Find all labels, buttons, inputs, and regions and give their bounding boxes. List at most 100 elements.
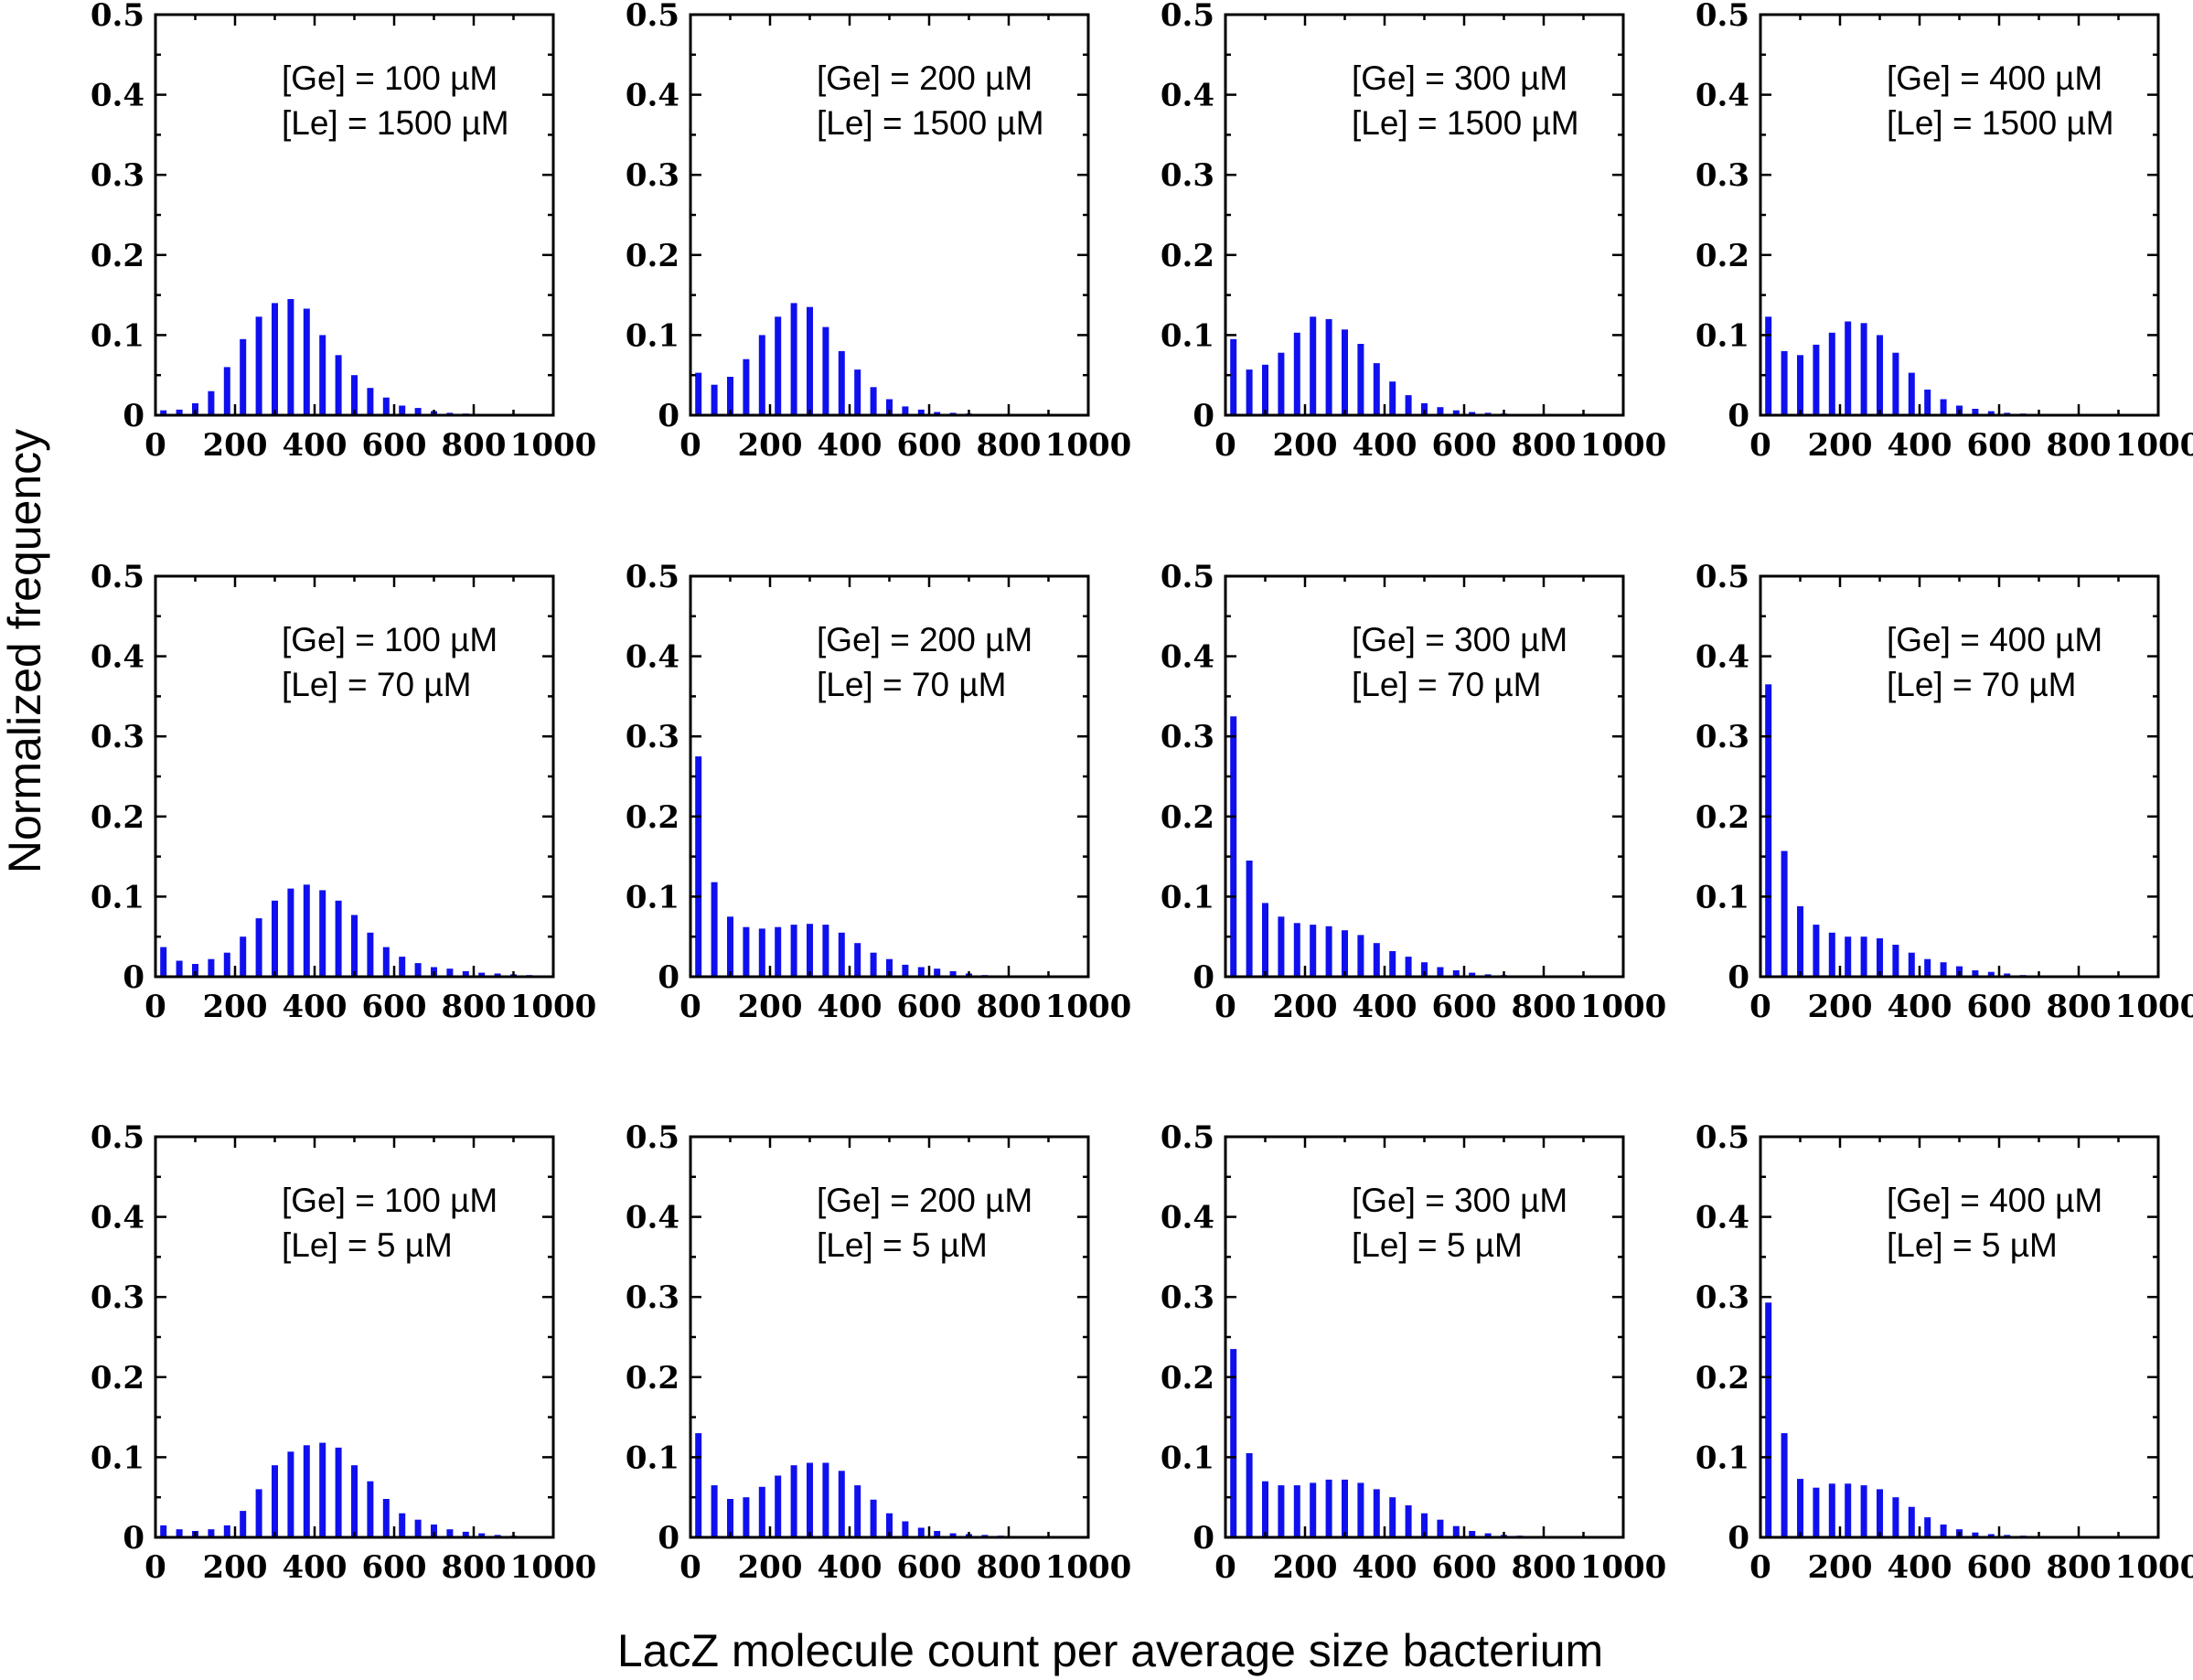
y-tick-label: 0.5: [626, 0, 679, 34]
y-tick-label: 0.1: [1161, 1439, 1214, 1476]
bar: [255, 1489, 262, 1537]
bar: [2004, 973, 2011, 977]
x-tick-label: 400: [283, 989, 348, 1025]
x-tick-label: 400: [1888, 427, 1952, 464]
bar: [1797, 1479, 1803, 1537]
bar: [431, 1525, 437, 1537]
y-tick-label: 0.1: [626, 879, 679, 915]
y-tick-label: 0: [1728, 1520, 1749, 1557]
y-tick-label: 0.2: [626, 238, 679, 274]
y-tick-label: 0.1: [1696, 879, 1749, 915]
panels: 00.10.20.30.40.50 200 400 600 800 1000[Ge] = …: [91, 0, 2193, 1586]
x-tick-label: 1000: [1045, 427, 1132, 464]
bar: [351, 375, 358, 415]
bar: [902, 1521, 909, 1537]
panel-r1c3: 0 0.1 0.2 0.3 0.4 0.5 0 200 400 600 800 1000 [Ge] = …: [1696, 559, 2193, 1025]
bar: [399, 957, 406, 977]
x-tick-label: 1000: [1045, 989, 1132, 1025]
x-tick-label: 600: [362, 989, 427, 1025]
x-tick-label: 400: [1353, 427, 1417, 464]
bar: [1469, 1531, 1476, 1537]
x-tick-label: 800: [977, 1549, 1042, 1586]
bar: [807, 924, 813, 977]
y-tick-label: 0.3: [1696, 719, 1749, 755]
bar: [1797, 905, 1803, 977]
bar: [790, 303, 797, 415]
bar: [1437, 1519, 1444, 1537]
x-tick-label: 600: [1432, 1549, 1497, 1586]
bar: [870, 387, 877, 415]
bar: [223, 1525, 230, 1537]
bar: [727, 916, 733, 977]
bar: [838, 932, 845, 977]
bar: [1797, 355, 1803, 415]
bar: [1860, 936, 1867, 977]
y-tick-label: 0.2: [91, 238, 144, 274]
y-tick-label: 0.5: [1696, 559, 1749, 595]
x-tick-label: 600: [1967, 1549, 2032, 1586]
bar: [1342, 329, 1348, 415]
bar: [1765, 316, 1772, 415]
bar: [255, 316, 262, 415]
bar: [1860, 323, 1867, 415]
y-tick-label: 0.5: [1696, 0, 1749, 34]
bar: [240, 1511, 247, 1537]
bar: [1325, 1479, 1332, 1537]
panel-r0c3: 0 0.1 0.2 0.3 0.4 0.5 0 200 400 600 800 1000 [Ge] = …: [1696, 0, 2193, 464]
y-tick-label: 0.5: [1161, 559, 1214, 595]
x-tick-label: 800: [2047, 427, 2112, 464]
bar: [807, 1462, 813, 1537]
panel-annotation: [Le] = 1500 µM: [282, 104, 509, 142]
panel-r2c2: 0 0.1 0.2 0.3 0.4 0.5 0 200 400 600 800 1000 [Ge] = …: [1161, 1119, 1666, 1586]
bar: [1813, 925, 1820, 977]
bar: [1987, 1534, 1995, 1537]
bar: [1262, 903, 1268, 977]
x-tick-label: 200: [738, 427, 803, 464]
bar: [870, 952, 877, 977]
bar: [790, 1465, 797, 1537]
bar: [414, 963, 422, 977]
bar: [727, 1499, 733, 1537]
x-tick-label: 200: [1273, 1549, 1338, 1586]
bar: [1469, 412, 1476, 415]
bar: [1940, 962, 1947, 977]
panel-annotation: [Ge] = 100 µM: [282, 59, 497, 97]
y-tick-label: 0.1: [91, 317, 144, 354]
x-tick-label: 1000: [1580, 1549, 1667, 1586]
bar: [743, 1497, 750, 1537]
x-tick-label: 1000: [1580, 427, 1667, 464]
bar: [743, 926, 750, 977]
bar: [711, 1485, 718, 1537]
x-tick-label: 600: [362, 1549, 427, 1586]
bar: [1437, 407, 1444, 415]
bar: [303, 1445, 310, 1537]
panel-r2c1: 0 0.1 0.2 0.3 0.4 0.5 0 200 400 600 800 1000 [Ge] = …: [626, 1119, 1131, 1586]
bar: [1781, 350, 1788, 415]
bar: [414, 1519, 422, 1537]
bar: [160, 410, 167, 415]
bar: [949, 1533, 957, 1537]
x-tick-label: 800: [2047, 1549, 2112, 1586]
panel-r2c0: 0 0.1 0.2 0.3 0.4 0.5 0 200 400 600 800 1000 [Ge] = …: [91, 1119, 596, 1586]
bar: [1278, 1485, 1285, 1537]
bar: [854, 369, 861, 415]
bar: [1813, 344, 1820, 415]
panel-r1c0: 0 0.1 0.2 0.3 0.4 0.5 0 200 400 600 800 1000 [Ge] = …: [91, 559, 596, 1025]
x-tick-label: 800: [442, 989, 507, 1025]
y-tick-label: 0: [658, 398, 679, 434]
bar: [1828, 932, 1835, 977]
bar: [1972, 409, 1979, 415]
x-tick-label: 400: [818, 1549, 883, 1586]
y-tick-label: 0.5: [626, 559, 679, 595]
x-tick-label: 800: [977, 989, 1042, 1025]
x-tick-label: 1000: [2115, 989, 2193, 1025]
x-tick-label: 1000: [1580, 989, 1667, 1025]
bar: [1278, 916, 1285, 977]
panel-annotation: [Ge] = 200 µM: [817, 59, 1032, 97]
x-tick-label: 1000: [2115, 427, 2193, 464]
x-tick-label: 0: [1749, 427, 1771, 464]
x-tick-label: 800: [2047, 989, 2112, 1025]
bar: [192, 402, 198, 415]
x-tick-label: 0: [679, 989, 701, 1025]
panel-annotation: [Le] = 5 µM: [1887, 1226, 2058, 1264]
